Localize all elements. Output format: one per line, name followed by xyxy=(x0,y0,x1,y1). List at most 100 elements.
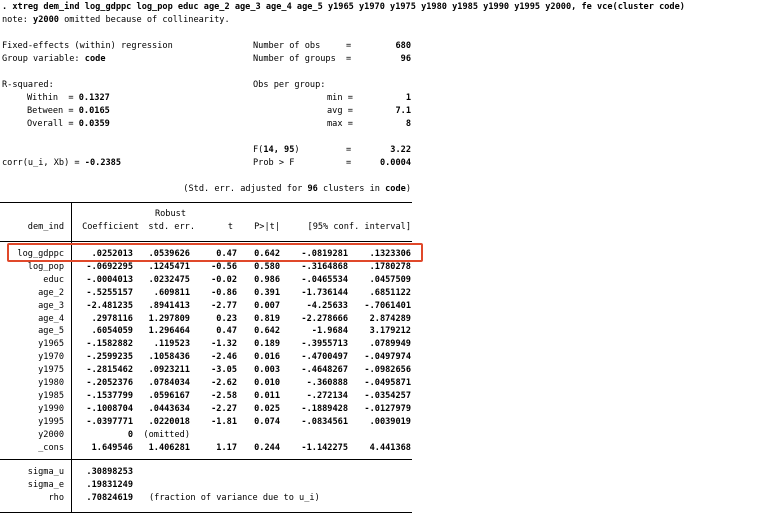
prob-value: 0.0004 xyxy=(379,158,411,168)
avg-value: 7.1 xyxy=(395,106,411,116)
nobs-label: Number of obs xyxy=(253,41,321,51)
col-coef: Coefficient xyxy=(82,222,139,232)
row-coef: -.0004013 xyxy=(86,274,133,285)
row-ci-low: -.3955713 xyxy=(301,339,348,350)
row-coef: -.2815462 xyxy=(86,365,133,376)
row-var: educ xyxy=(43,274,64,285)
row-ci-low: -.1889428 xyxy=(301,403,348,414)
row-ci-high: -.0127979 xyxy=(364,403,411,414)
row-se: .0443634 xyxy=(148,403,190,414)
row-coef: .0252013 xyxy=(91,249,133,259)
col-t: t xyxy=(227,222,233,232)
row-t: -1.32 xyxy=(211,339,237,350)
row-se: .0539626 xyxy=(148,249,190,259)
row-var: _cons xyxy=(38,442,64,453)
row-se: 1.296464 xyxy=(148,326,190,337)
row-ci-high: .0789949 xyxy=(369,339,411,350)
row-t: -2.58 xyxy=(211,390,237,401)
row-var: log_pop xyxy=(27,261,64,272)
row-t: -2.46 xyxy=(211,352,237,363)
row-t: 0.47 xyxy=(216,326,237,337)
row-ci-high: .1323306 xyxy=(369,249,411,259)
row-coef: -.1008704 xyxy=(86,403,133,414)
row-se: .8941413 xyxy=(148,300,190,311)
row-coef: -.5255157 xyxy=(86,287,133,298)
col-ci: [95% conf. interval] xyxy=(307,222,411,232)
sigma-label: sigma_e xyxy=(27,480,64,490)
row-var: age_4 xyxy=(38,313,64,324)
row-p: 0.074 xyxy=(254,416,280,427)
row-p: 0.986 xyxy=(254,274,280,285)
row-ci-high: .0039019 xyxy=(369,416,411,427)
row-ci-low xyxy=(290,429,348,442)
row-p: 0.819 xyxy=(254,313,280,324)
row-t: 0.47 xyxy=(216,249,237,259)
row-ci-high: -.0495871 xyxy=(364,378,411,388)
row-ci-low: -.360888 xyxy=(306,378,348,388)
row-ci-high xyxy=(350,429,411,442)
prob-eq: = xyxy=(346,158,352,168)
sigma-value: .30898253 xyxy=(86,467,133,477)
row-p: 0.016 xyxy=(254,352,280,363)
rsq-within: Within = 0.1327 xyxy=(27,93,110,103)
col-se: std. err. xyxy=(148,222,195,232)
row-var: y1985 xyxy=(38,390,64,401)
rsq-overall: Overall = 0.0359 xyxy=(27,119,110,129)
row-se: (omitted) xyxy=(143,429,190,440)
row-p: 0.010 xyxy=(254,378,280,388)
row-p: 0.244 xyxy=(254,442,280,453)
row-ci-high: .0457509 xyxy=(369,274,411,285)
ngroups-eq: = xyxy=(346,54,352,64)
nobs-eq: = xyxy=(346,41,352,51)
row-ci-high: -.7061401 xyxy=(364,300,411,311)
row-var: y1965 xyxy=(38,339,64,350)
depvar-label: dem_ind xyxy=(27,222,64,232)
row-coef: .6054059 xyxy=(91,326,133,337)
per-group-label: Obs per group: xyxy=(253,80,326,90)
row-t: -2.77 xyxy=(211,300,237,311)
row-se: .1058436 xyxy=(148,352,190,363)
row-ci-low: -.0819281 xyxy=(301,249,348,259)
row-var: age_5 xyxy=(38,326,64,337)
row-ci-high: .1780278 xyxy=(369,261,411,272)
row-se: .0232475 xyxy=(148,274,190,285)
row-p: 0.642 xyxy=(254,249,280,259)
row-se: .609811 xyxy=(153,287,190,298)
row-coef: .2978116 xyxy=(91,313,133,324)
min-value: 1 xyxy=(405,93,411,103)
row-se: .0784034 xyxy=(148,378,190,388)
table-bottom-rule xyxy=(0,512,412,513)
row-t: 0.23 xyxy=(216,313,237,324)
avg-label: avg = xyxy=(327,106,353,116)
rsq-between: Between = 0.0165 xyxy=(27,106,110,116)
row-var: age_2 xyxy=(38,287,64,298)
row-ci-high: -.0982656 xyxy=(364,365,411,376)
row-ci-low: -.4700497 xyxy=(301,352,348,363)
row-coef: 1.649546 xyxy=(91,442,133,453)
min-label: min = xyxy=(327,93,353,103)
f-eq: = xyxy=(346,145,352,155)
rsq-label: R-squared: xyxy=(2,80,54,90)
row-ci-high: -.0354257 xyxy=(364,390,411,401)
row-ci-high: .6851122 xyxy=(369,287,411,298)
row-coef: -.1537799 xyxy=(86,390,133,401)
row-se: .119523 xyxy=(153,339,190,350)
row-p: 0.025 xyxy=(254,403,280,414)
row-ci-low: -.4648267 xyxy=(301,365,348,376)
model-title: Fixed-effects (within) regression xyxy=(2,41,173,51)
row-se: .0923211 xyxy=(148,365,190,376)
row-p: 0.189 xyxy=(254,339,280,350)
f-label: F(14, 95) xyxy=(253,145,300,155)
row-se: 1.406281 xyxy=(148,442,190,453)
ngroups-value: 96 xyxy=(400,54,411,64)
group-variable: Group variable: code xyxy=(2,54,106,64)
row-coef: -2.481235 xyxy=(86,300,133,311)
max-label: max = xyxy=(327,119,353,129)
row-ci-low: -.272134 xyxy=(306,390,348,401)
row-var: y1990 xyxy=(38,403,64,414)
table-top-rule xyxy=(0,202,412,203)
row-ci-low: -2.278666 xyxy=(301,313,348,324)
table-sigma-rule xyxy=(0,459,412,460)
row-ci-low: -1.736144 xyxy=(301,287,348,298)
